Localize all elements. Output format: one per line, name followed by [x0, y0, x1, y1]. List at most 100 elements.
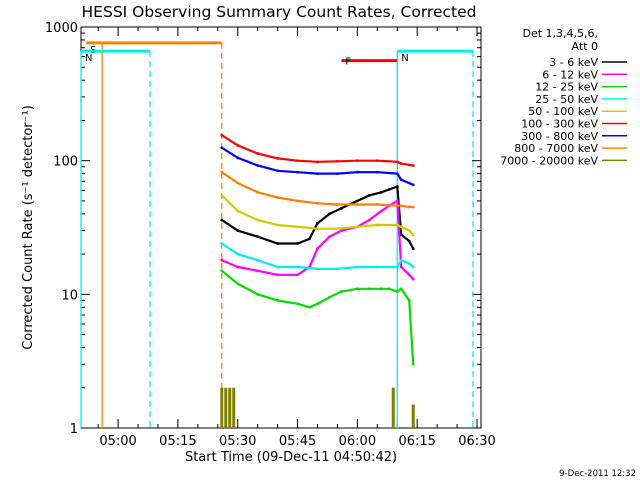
- series-point-100-300-keV: [407, 163, 411, 167]
- series-point-800-7000-keV: [399, 204, 403, 208]
- series-point-25-50-keV: [355, 265, 359, 269]
- series-point-800-7000-keV: [395, 204, 399, 208]
- series-point-12-25-keV: [220, 269, 224, 273]
- annotation-label-N: N: [401, 53, 408, 64]
- legend-label: 100 - 300 keV: [521, 118, 598, 131]
- series-point-12-25-keV: [407, 299, 411, 302]
- series-point-100-300-keV: [236, 144, 240, 147]
- series-point-100-300-keV: [220, 133, 224, 137]
- series-point-50-100-keV: [375, 223, 379, 227]
- series-point-6-12-keV: [411, 277, 415, 281]
- series-point-25-50-keV: [276, 265, 280, 269]
- series-point-6-12-keV: [399, 265, 403, 269]
- series-point-800-7000-keV: [296, 199, 299, 203]
- series-point-100-300-keV: [411, 164, 415, 167]
- series-point-50-100-keV: [220, 193, 224, 197]
- series-point-3-6-keV: [411, 247, 415, 250]
- series-point-50-100-keV: [355, 225, 359, 229]
- series-point-12-25-keV: [276, 299, 280, 302]
- series-point-6-12-keV: [296, 273, 299, 277]
- annotation-label-F: F: [345, 57, 351, 68]
- y-tick-label: 1000: [45, 21, 78, 36]
- series-point-12-25-keV: [379, 287, 383, 291]
- series-point-50-100-keV: [395, 223, 399, 227]
- series-point-50-100-keV: [407, 229, 411, 232]
- series-line-300-800-keV: [221, 146, 414, 186]
- series-point-3-6-keV: [296, 242, 299, 245]
- series-point-6-12-keV: [328, 235, 331, 239]
- series-point-100-300-keV: [399, 162, 403, 166]
- series-point-800-7000-keV: [256, 190, 260, 194]
- x-tick-label: 06:15: [398, 434, 435, 449]
- legend-label: 3 - 6 keV: [549, 56, 598, 69]
- series-point-100-300-keV: [336, 159, 339, 163]
- series-point-3-6-keV: [220, 218, 224, 222]
- series-point-3-6-keV: [316, 221, 319, 225]
- series-point-50-100-keV: [296, 225, 299, 229]
- legend-label: 6 - 12 keV: [542, 68, 598, 81]
- series-point-25-50-keV: [375, 265, 379, 269]
- series-point-300-800-keV: [220, 146, 224, 150]
- x-tick-label: 06:30: [458, 434, 495, 449]
- series-point-6-12-keV: [236, 265, 240, 269]
- legend-header-2: Att 0: [572, 40, 598, 53]
- legend-label: 7000 - 20000 keV: [500, 154, 598, 167]
- series-point-300-800-keV: [236, 156, 240, 160]
- x-axis-label: Start Time (09-Dec-11 04:50:42): [185, 450, 397, 465]
- series-point-12-25-keV: [308, 305, 311, 309]
- series-point-800-7000-keV: [220, 170, 224, 174]
- series-point-3-6-keV: [399, 233, 403, 236]
- series-point-800-7000-keV: [355, 203, 359, 206]
- series-line-800-7000-keV: [221, 171, 414, 209]
- series-point-800-7000-keV: [336, 203, 339, 206]
- series-bar-7000-20000: [232, 387, 236, 428]
- series-point-300-800-keV: [407, 181, 411, 185]
- series-bar-7000-20000: [411, 404, 415, 428]
- series-point-12-25-keV: [296, 302, 299, 306]
- series-point-12-25-keV: [328, 295, 331, 299]
- series-point-3-6-keV: [387, 187, 391, 191]
- x-tick-label: 05:00: [99, 434, 136, 449]
- series-line-12-25-keV: [221, 269, 415, 365]
- series-point-25-50-keV: [399, 258, 403, 262]
- series-point-25-50-keV: [407, 262, 411, 265]
- series-point-6-12-keV: [316, 247, 319, 250]
- y-tick-label: 1: [70, 422, 78, 437]
- x-tick-label: 05:15: [159, 434, 196, 449]
- series-point-6-12-keV: [340, 229, 343, 232]
- series-point-3-6-keV: [407, 239, 411, 243]
- series-point-25-50-keV: [411, 265, 415, 269]
- series-point-100-300-keV: [395, 160, 399, 164]
- series-point-50-100-keV: [316, 227, 319, 231]
- series-point-25-50-keV: [336, 267, 339, 271]
- annotation-label-N: N: [85, 53, 92, 64]
- series-point-25-50-keV: [220, 242, 224, 245]
- series-point-25-50-keV: [316, 267, 319, 271]
- series-point-6-12-keV: [367, 218, 371, 222]
- series-point-800-7000-keV: [407, 205, 411, 209]
- series-point-50-100-keV: [411, 233, 415, 236]
- series-point-100-300-keV: [355, 159, 359, 163]
- series-point-12-25-keV: [340, 290, 343, 293]
- y-axis-label: Corrected Count Rate (s⁻¹ detector⁻¹): [21, 105, 36, 350]
- series-point-300-800-keV: [395, 172, 399, 176]
- series-point-100-300-keV: [276, 156, 280, 160]
- series-point-12-25-keV: [411, 362, 415, 366]
- series-point-800-7000-keV: [236, 181, 240, 185]
- series-point-300-800-keV: [355, 170, 359, 174]
- x-tick-label: 05:45: [279, 434, 316, 449]
- series-point-12-25-keV: [387, 287, 391, 291]
- series-point-12-25-keV: [355, 287, 359, 291]
- series-point-25-50-keV: [256, 258, 260, 262]
- series-point-100-300-keV: [296, 159, 299, 163]
- series-point-50-100-keV: [236, 209, 240, 213]
- series-point-800-7000-keV: [411, 205, 415, 209]
- series-bar-7000-20000: [228, 387, 232, 428]
- series-point-12-25-keV: [256, 292, 260, 296]
- series-point-300-800-keV: [296, 170, 299, 174]
- series-point-6-12-keV: [256, 269, 260, 273]
- series-point-50-100-keV: [256, 218, 260, 222]
- series-point-25-50-keV: [296, 265, 299, 269]
- series-point-3-6-keV: [276, 242, 280, 245]
- y-tick-label: 100: [53, 155, 78, 170]
